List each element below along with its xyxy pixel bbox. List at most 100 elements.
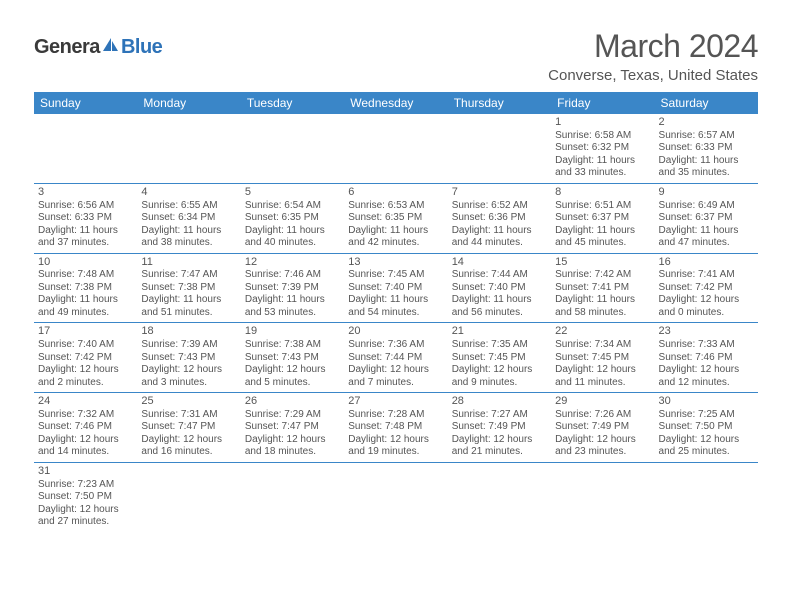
day-cell: 9Sunrise: 6:49 AMSunset: 6:37 PMDaylight… (655, 184, 758, 253)
day-cell (34, 114, 137, 183)
day-info-line: Sunrise: 6:49 AM (659, 200, 754, 213)
day-info-line: Sunrise: 6:53 AM (348, 200, 443, 213)
day-cell (551, 463, 654, 532)
day-info-line: and 35 minutes. (659, 167, 754, 180)
day-number: 11 (141, 256, 236, 270)
day-info-line: Sunset: 6:33 PM (659, 142, 754, 155)
day-info-line: and 47 minutes. (659, 237, 754, 250)
day-cell: 15Sunrise: 7:42 AMSunset: 7:41 PMDayligh… (551, 254, 654, 323)
day-info-line: Sunrise: 7:46 AM (245, 269, 340, 282)
day-cell: 29Sunrise: 7:26 AMSunset: 7:49 PMDayligh… (551, 393, 654, 462)
day-info-line: Daylight: 12 hours (555, 434, 650, 447)
day-info-line: and 54 minutes. (348, 307, 443, 320)
weekday-header: Sunday (34, 92, 137, 114)
week-row: 17Sunrise: 7:40 AMSunset: 7:42 PMDayligh… (34, 323, 758, 393)
day-info-line: and 23 minutes. (555, 446, 650, 459)
day-info-line: Sunrise: 7:42 AM (555, 269, 650, 282)
day-number: 4 (141, 186, 236, 200)
logo-text-2: Blue (121, 36, 162, 59)
day-info-line: Sunset: 7:49 PM (555, 421, 650, 434)
day-number: 20 (348, 325, 443, 339)
day-info-line: Sunset: 7:49 PM (452, 421, 547, 434)
day-number: 25 (141, 395, 236, 409)
day-info-line: Sunrise: 7:41 AM (659, 269, 754, 282)
day-info-line: Sunrise: 7:39 AM (141, 339, 236, 352)
calendar-page: Genera Blue March 2024 Converse, Texas, … (0, 0, 792, 532)
day-info-line: Sunset: 7:45 PM (452, 352, 547, 365)
day-info-line: Daylight: 11 hours (659, 225, 754, 238)
day-cell (241, 114, 344, 183)
day-info-line: Sunrise: 7:26 AM (555, 409, 650, 422)
logo-text-1: Genera (34, 36, 100, 59)
day-info-line: and 56 minutes. (452, 307, 547, 320)
day-cell: 8Sunrise: 6:51 AMSunset: 6:37 PMDaylight… (551, 184, 654, 253)
day-cell: 7Sunrise: 6:52 AMSunset: 6:36 PMDaylight… (448, 184, 551, 253)
day-cell: 13Sunrise: 7:45 AMSunset: 7:40 PMDayligh… (344, 254, 447, 323)
day-info-line: Sunrise: 7:44 AM (452, 269, 547, 282)
day-cell: 6Sunrise: 6:53 AMSunset: 6:35 PMDaylight… (344, 184, 447, 253)
day-number: 2 (659, 116, 754, 130)
day-info-line: Daylight: 12 hours (555, 364, 650, 377)
day-info-line: Sunrise: 7:29 AM (245, 409, 340, 422)
weekday-header: Saturday (655, 92, 758, 114)
day-info-line: and 12 minutes. (659, 377, 754, 390)
day-number: 13 (348, 256, 443, 270)
day-info-line: Daylight: 11 hours (555, 225, 650, 238)
day-number: 28 (452, 395, 547, 409)
month-title: March 2024 (548, 28, 758, 65)
day-info-line: Sunset: 7:44 PM (348, 352, 443, 365)
day-cell: 23Sunrise: 7:33 AMSunset: 7:46 PMDayligh… (655, 323, 758, 392)
week-row: 24Sunrise: 7:32 AMSunset: 7:46 PMDayligh… (34, 393, 758, 463)
weekday-header: Tuesday (241, 92, 344, 114)
day-info-line: Daylight: 11 hours (141, 225, 236, 238)
day-info-line: and 5 minutes. (245, 377, 340, 390)
day-info-line: and 9 minutes. (452, 377, 547, 390)
day-info-line: Sunrise: 7:47 AM (141, 269, 236, 282)
day-number: 19 (245, 325, 340, 339)
day-info-line: Sunset: 7:41 PM (555, 282, 650, 295)
day-cell: 16Sunrise: 7:41 AMSunset: 7:42 PMDayligh… (655, 254, 758, 323)
day-info-line: Sunrise: 7:23 AM (38, 479, 133, 492)
day-info-line: Sunrise: 7:40 AM (38, 339, 133, 352)
day-info-line: Sunset: 7:45 PM (555, 352, 650, 365)
day-cell (344, 463, 447, 532)
day-cell: 17Sunrise: 7:40 AMSunset: 7:42 PMDayligh… (34, 323, 137, 392)
day-cell: 24Sunrise: 7:32 AMSunset: 7:46 PMDayligh… (34, 393, 137, 462)
day-info-line: Daylight: 11 hours (38, 225, 133, 238)
day-info-line: Daylight: 12 hours (659, 294, 754, 307)
day-info-line: and 7 minutes. (348, 377, 443, 390)
weekday-header-row: SundayMondayTuesdayWednesdayThursdayFrid… (34, 92, 758, 114)
calendar-grid: SundayMondayTuesdayWednesdayThursdayFrid… (34, 92, 758, 532)
day-info-line: Sunset: 6:35 PM (245, 212, 340, 225)
day-info-line: Sunrise: 6:57 AM (659, 130, 754, 143)
day-info-line: and 3 minutes. (141, 377, 236, 390)
weeks-container: 1Sunrise: 6:58 AMSunset: 6:32 PMDaylight… (34, 114, 758, 532)
day-number: 18 (141, 325, 236, 339)
day-info-line: and 11 minutes. (555, 377, 650, 390)
weekday-header: Friday (551, 92, 654, 114)
day-info-line: Sunrise: 6:54 AM (245, 200, 340, 213)
day-number: 26 (245, 395, 340, 409)
day-info-line: and 0 minutes. (659, 307, 754, 320)
day-info-line: Sunrise: 6:56 AM (38, 200, 133, 213)
day-info-line: Sunrise: 7:34 AM (555, 339, 650, 352)
day-info-line: Sunset: 7:46 PM (38, 421, 133, 434)
day-info-line: and 33 minutes. (555, 167, 650, 180)
day-info-line: Sunset: 7:42 PM (659, 282, 754, 295)
day-number: 10 (38, 256, 133, 270)
day-info-line: Sunrise: 6:58 AM (555, 130, 650, 143)
logo: Genera Blue (34, 36, 162, 59)
day-info-line: Sunset: 6:33 PM (38, 212, 133, 225)
day-number: 22 (555, 325, 650, 339)
day-cell (137, 463, 240, 532)
day-cell: 4Sunrise: 6:55 AMSunset: 6:34 PMDaylight… (137, 184, 240, 253)
day-info-line: Daylight: 12 hours (452, 434, 547, 447)
day-info-line: Sunset: 6:36 PM (452, 212, 547, 225)
day-number: 5 (245, 186, 340, 200)
day-number: 8 (555, 186, 650, 200)
day-info-line: Daylight: 11 hours (555, 294, 650, 307)
day-info-line: Sunset: 7:43 PM (245, 352, 340, 365)
day-info-line: Daylight: 12 hours (141, 364, 236, 377)
day-number: 14 (452, 256, 547, 270)
day-cell: 11Sunrise: 7:47 AMSunset: 7:38 PMDayligh… (137, 254, 240, 323)
